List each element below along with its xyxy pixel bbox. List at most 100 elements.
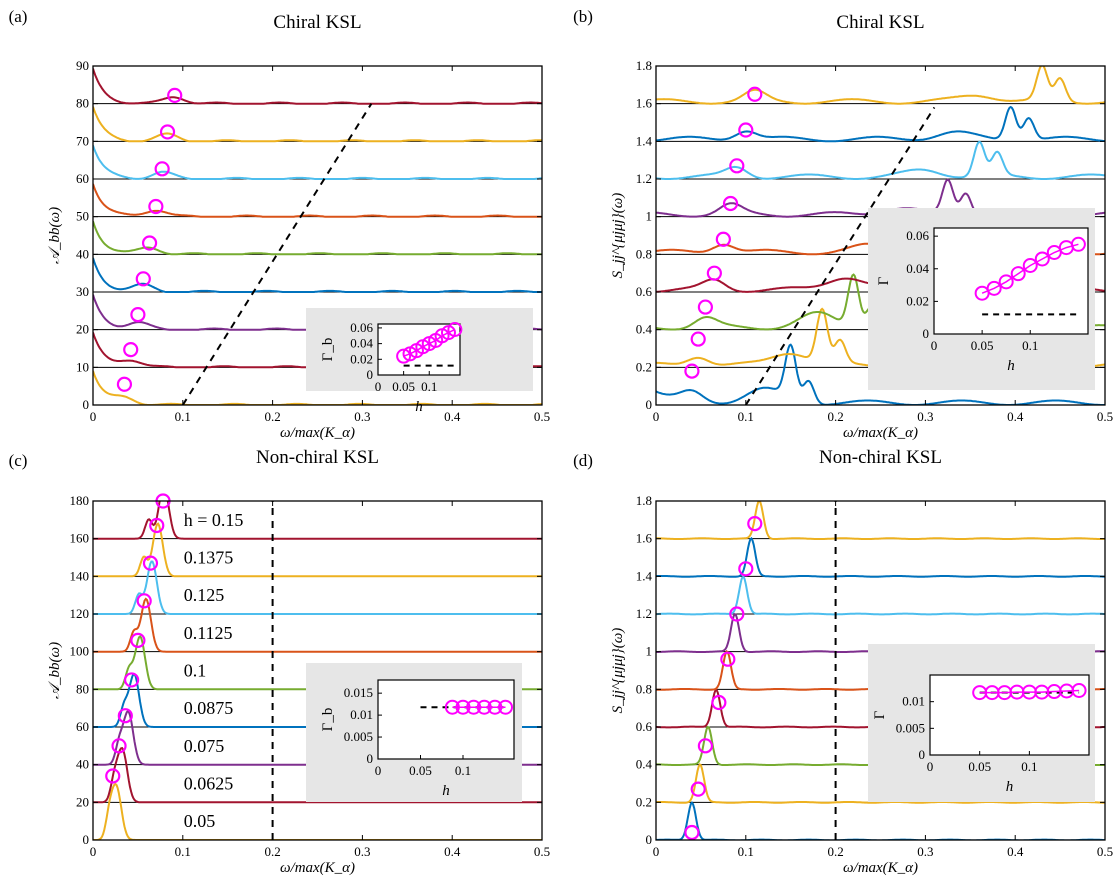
x-tick-label: 0.4: [444, 409, 461, 424]
field-label: 0.0875: [184, 698, 234, 718]
inset-y-tick-label: 0.01: [902, 694, 925, 709]
peak-marker: [135, 271, 151, 287]
y-tick-label: 30: [76, 284, 89, 299]
inset-x-label: h: [442, 783, 450, 799]
series-curve: [93, 257, 542, 293]
inset-y-tick-label: 0.005: [344, 729, 373, 744]
x-axis-label: ω/max(K_α): [843, 425, 918, 441]
inset-y-label: Γ_b: [320, 708, 336, 732]
inset-point: [998, 274, 1014, 290]
x-tick-label: 0.3: [917, 844, 933, 859]
peak-marker: [697, 738, 713, 754]
peak-marker: [130, 307, 146, 323]
inset-point: [455, 699, 471, 715]
series-curve: [93, 183, 542, 218]
peak-marker: [149, 517, 165, 534]
x-tick-label: 0.3: [354, 844, 370, 859]
peak-marker: [159, 124, 176, 140]
x-axis-label: ω/max(K_α): [280, 860, 355, 876]
x-axis-label: ω/max(K_α): [280, 425, 355, 441]
inset-x-tick-label: 0: [927, 759, 934, 774]
peak-marker: [124, 672, 140, 688]
y-tick-label: 1.4: [636, 133, 653, 148]
dashed-guide-line: [744, 106, 936, 406]
field-label: 0.125: [184, 585, 225, 605]
inset-point: [487, 699, 503, 715]
inset-line: [981, 243, 1079, 294]
y-tick-label: 140: [70, 568, 90, 583]
peak-marker: [715, 231, 731, 247]
y-tick-label: 1.4: [636, 568, 653, 583]
series-curve: [656, 66, 1105, 105]
inset-point: [1034, 251, 1050, 267]
inset-point: [1010, 266, 1026, 282]
y-tick-label: 80: [76, 681, 89, 696]
series-curve: [93, 597, 542, 653]
y-tick-label: 1.6: [636, 96, 653, 111]
field-label: 0.1375: [184, 548, 234, 568]
y-tick-label: 1.2: [636, 171, 652, 186]
peak-marker: [148, 198, 164, 215]
inset-x-tick-label: 0.05: [409, 763, 432, 778]
y-tick-label: 0.4: [636, 322, 653, 337]
axes-frame: [92, 500, 543, 841]
inset-x-label: h: [415, 399, 423, 415]
y-tick-label: 1.8: [636, 493, 652, 508]
peak-marker: [706, 265, 722, 281]
inset-x-tick-label: 0.1: [1021, 759, 1037, 774]
peak-marker: [130, 632, 146, 648]
x-tick-label: 0: [653, 409, 660, 424]
x-tick-label: 0: [653, 844, 660, 859]
series-curve: [656, 105, 1105, 143]
peak-marker: [711, 694, 727, 711]
inset-y-tick-label: 0.04: [906, 261, 929, 276]
inset-axes: [377, 679, 515, 760]
inset-y-tick-label: 0.04: [350, 336, 373, 351]
inset-axes: [933, 227, 1089, 335]
y-tick-label: 120: [70, 606, 90, 621]
series-curve: [656, 501, 1105, 540]
y-tick-label: 0: [83, 397, 90, 412]
panel-label: (c): [9, 451, 28, 470]
series-curve: [656, 763, 1105, 804]
axes-frame: [655, 500, 1106, 841]
series-curve: [93, 220, 542, 256]
x-axis-label: ω/max(K_α): [843, 860, 918, 876]
panel-label: (b): [573, 7, 593, 26]
y-tick-label: 1: [646, 209, 653, 224]
x-tick-label: 0.1: [175, 409, 191, 424]
y-tick-label: 60: [76, 719, 89, 734]
inset-x-label: h: [1006, 779, 1014, 795]
inset-y-label: Γ: [876, 276, 892, 285]
inset-y-tick-label: 0: [367, 751, 374, 766]
series-curve: [93, 560, 542, 615]
inset-y-tick-label: 0.02: [350, 351, 373, 366]
peak-marker: [747, 515, 763, 532]
peak-marker: [142, 555, 159, 571]
y-tick-label: 1.2: [636, 606, 652, 621]
y-tick-label: 100: [70, 644, 90, 659]
y-axis-label: S_jj^{μjμj}(ω): [610, 628, 626, 714]
inset-x-tick-label: 0: [375, 379, 382, 394]
y-tick-label: 0: [646, 832, 653, 847]
inset-y-tick-label: 0: [923, 326, 930, 341]
inset-point: [396, 348, 412, 364]
y-tick-label: 80: [76, 96, 89, 111]
series-curve: [656, 343, 1105, 405]
peak-marker: [738, 561, 754, 577]
field-label: 0.1: [184, 661, 207, 681]
inset-x-tick-label: 0.05: [392, 379, 415, 394]
y-tick-label: 1.6: [636, 531, 653, 546]
peak-marker: [684, 824, 700, 841]
y-tick-label: 70: [76, 133, 89, 148]
y-axis-label: S_jj^{μjμj}(ω): [610, 193, 626, 279]
inset-point: [476, 699, 492, 715]
y-tick-label: 0.8: [636, 681, 652, 696]
peak-marker: [747, 86, 763, 102]
panel-b: (b) Chiral KSL 0 0.05 0.1 0 0.02 0.04 0.06 h Γ 0 0.1…: [573, 7, 1113, 441]
series-curve: [93, 522, 542, 578]
x-tick-label: 0.1: [738, 409, 754, 424]
inset-x-label: h: [1007, 358, 1015, 374]
y-tick-label: 10: [76, 359, 89, 374]
